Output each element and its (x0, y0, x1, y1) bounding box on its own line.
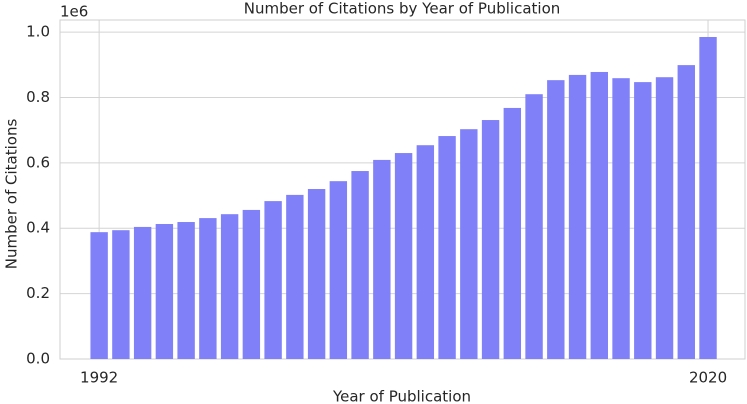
y-tick-label: 0.6 (26, 153, 50, 171)
bar (568, 74, 587, 360)
y-tick-label: 0.2 (26, 284, 50, 302)
bar (199, 218, 217, 359)
bar (699, 36, 717, 360)
bar (612, 78, 630, 360)
bar (373, 159, 391, 359)
bar (525, 94, 543, 359)
bar (90, 232, 108, 359)
bar (286, 194, 304, 359)
y-tick-label: 0.8 (26, 88, 50, 106)
y-tick-label: 0.0 (26, 350, 50, 368)
bar (220, 214, 239, 359)
bar (177, 222, 195, 359)
bar (655, 77, 674, 360)
x-axis-label: Year of Publication (332, 388, 471, 404)
bar (677, 65, 695, 359)
bar (547, 80, 565, 359)
y-axis-label: Number of Citations (3, 119, 21, 270)
y-offset-label: 1e6 (60, 3, 88, 21)
bar (394, 153, 413, 359)
bar (112, 230, 130, 359)
bar (329, 181, 348, 359)
bar (416, 145, 435, 359)
bar (438, 136, 456, 359)
bar (460, 129, 478, 359)
bar (133, 226, 152, 359)
bar (503, 107, 522, 359)
bar (307, 189, 326, 359)
bar (351, 171, 369, 359)
bar (590, 71, 608, 360)
bar (242, 209, 261, 359)
bar (155, 223, 174, 359)
y-tick-label: 1.0 (26, 23, 50, 41)
bar (634, 82, 652, 359)
x-tick-label: 2020 (689, 369, 727, 387)
y-tick-label: 0.4 (26, 219, 50, 237)
chart-title: Number of Citations by Year of Publicati… (244, 0, 561, 18)
bar (264, 201, 282, 359)
bar (481, 120, 500, 360)
x-tick-label: 1992 (80, 369, 118, 387)
